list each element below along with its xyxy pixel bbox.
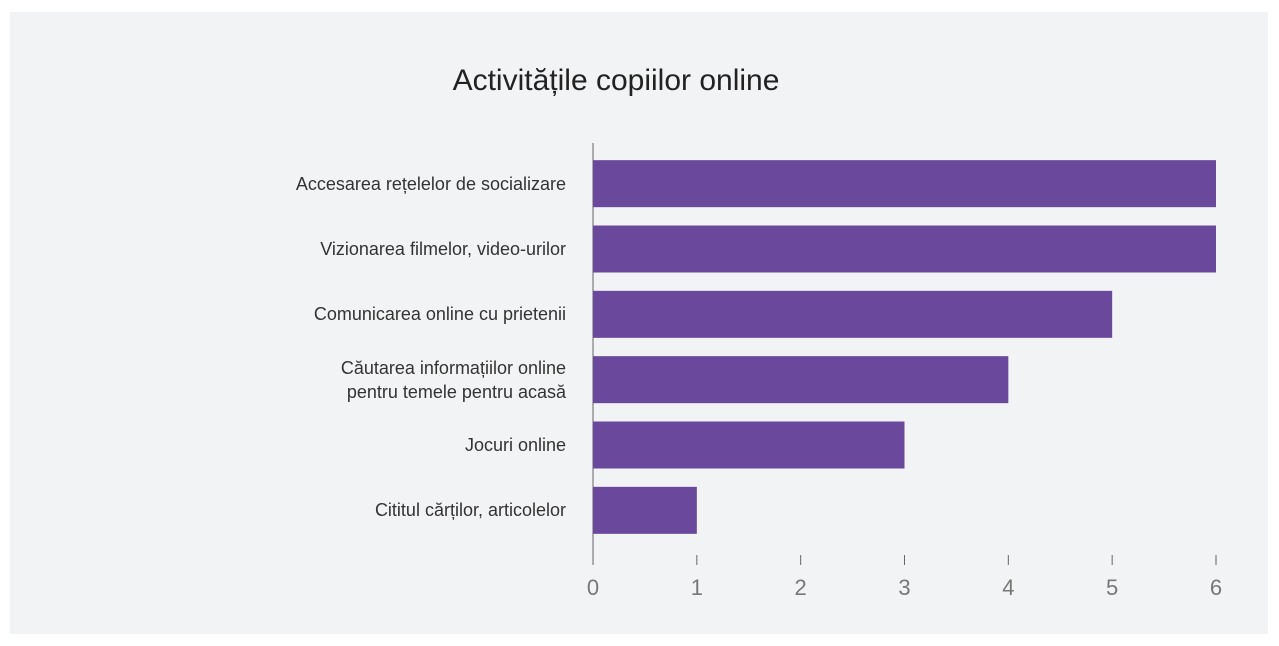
x-tick-label: 4 (1002, 575, 1014, 600)
y-tick-label: Cititul cărților, articolelor (374, 500, 566, 521)
bar (593, 160, 1216, 208)
bar (593, 356, 1009, 404)
x-tick-label: 6 (1210, 575, 1222, 600)
chart-title: Activitățile copiilor online (453, 64, 780, 97)
x-tick-label: 5 (1106, 575, 1118, 600)
y-tick-label: Vizionarea filmelor, video-urilor (320, 239, 566, 259)
x-tick-label: 0 (587, 575, 599, 600)
x-tick-label: 1 (691, 575, 703, 600)
y-tick-label: Comunicarea online cu prietenii (313, 304, 566, 325)
bar (593, 486, 697, 534)
x-tick-label: 3 (898, 575, 910, 600)
bar (593, 225, 1216, 273)
y-tick-label: Căutarea informațiilor online pentru tem… (340, 357, 566, 402)
bar (593, 421, 905, 469)
y-tick-label: Accesarea rețelelor de socializare (295, 173, 566, 194)
bar (593, 290, 1113, 338)
x-tick-label: 2 (795, 575, 807, 600)
y-tick-label: Jocuri online (464, 435, 566, 455)
